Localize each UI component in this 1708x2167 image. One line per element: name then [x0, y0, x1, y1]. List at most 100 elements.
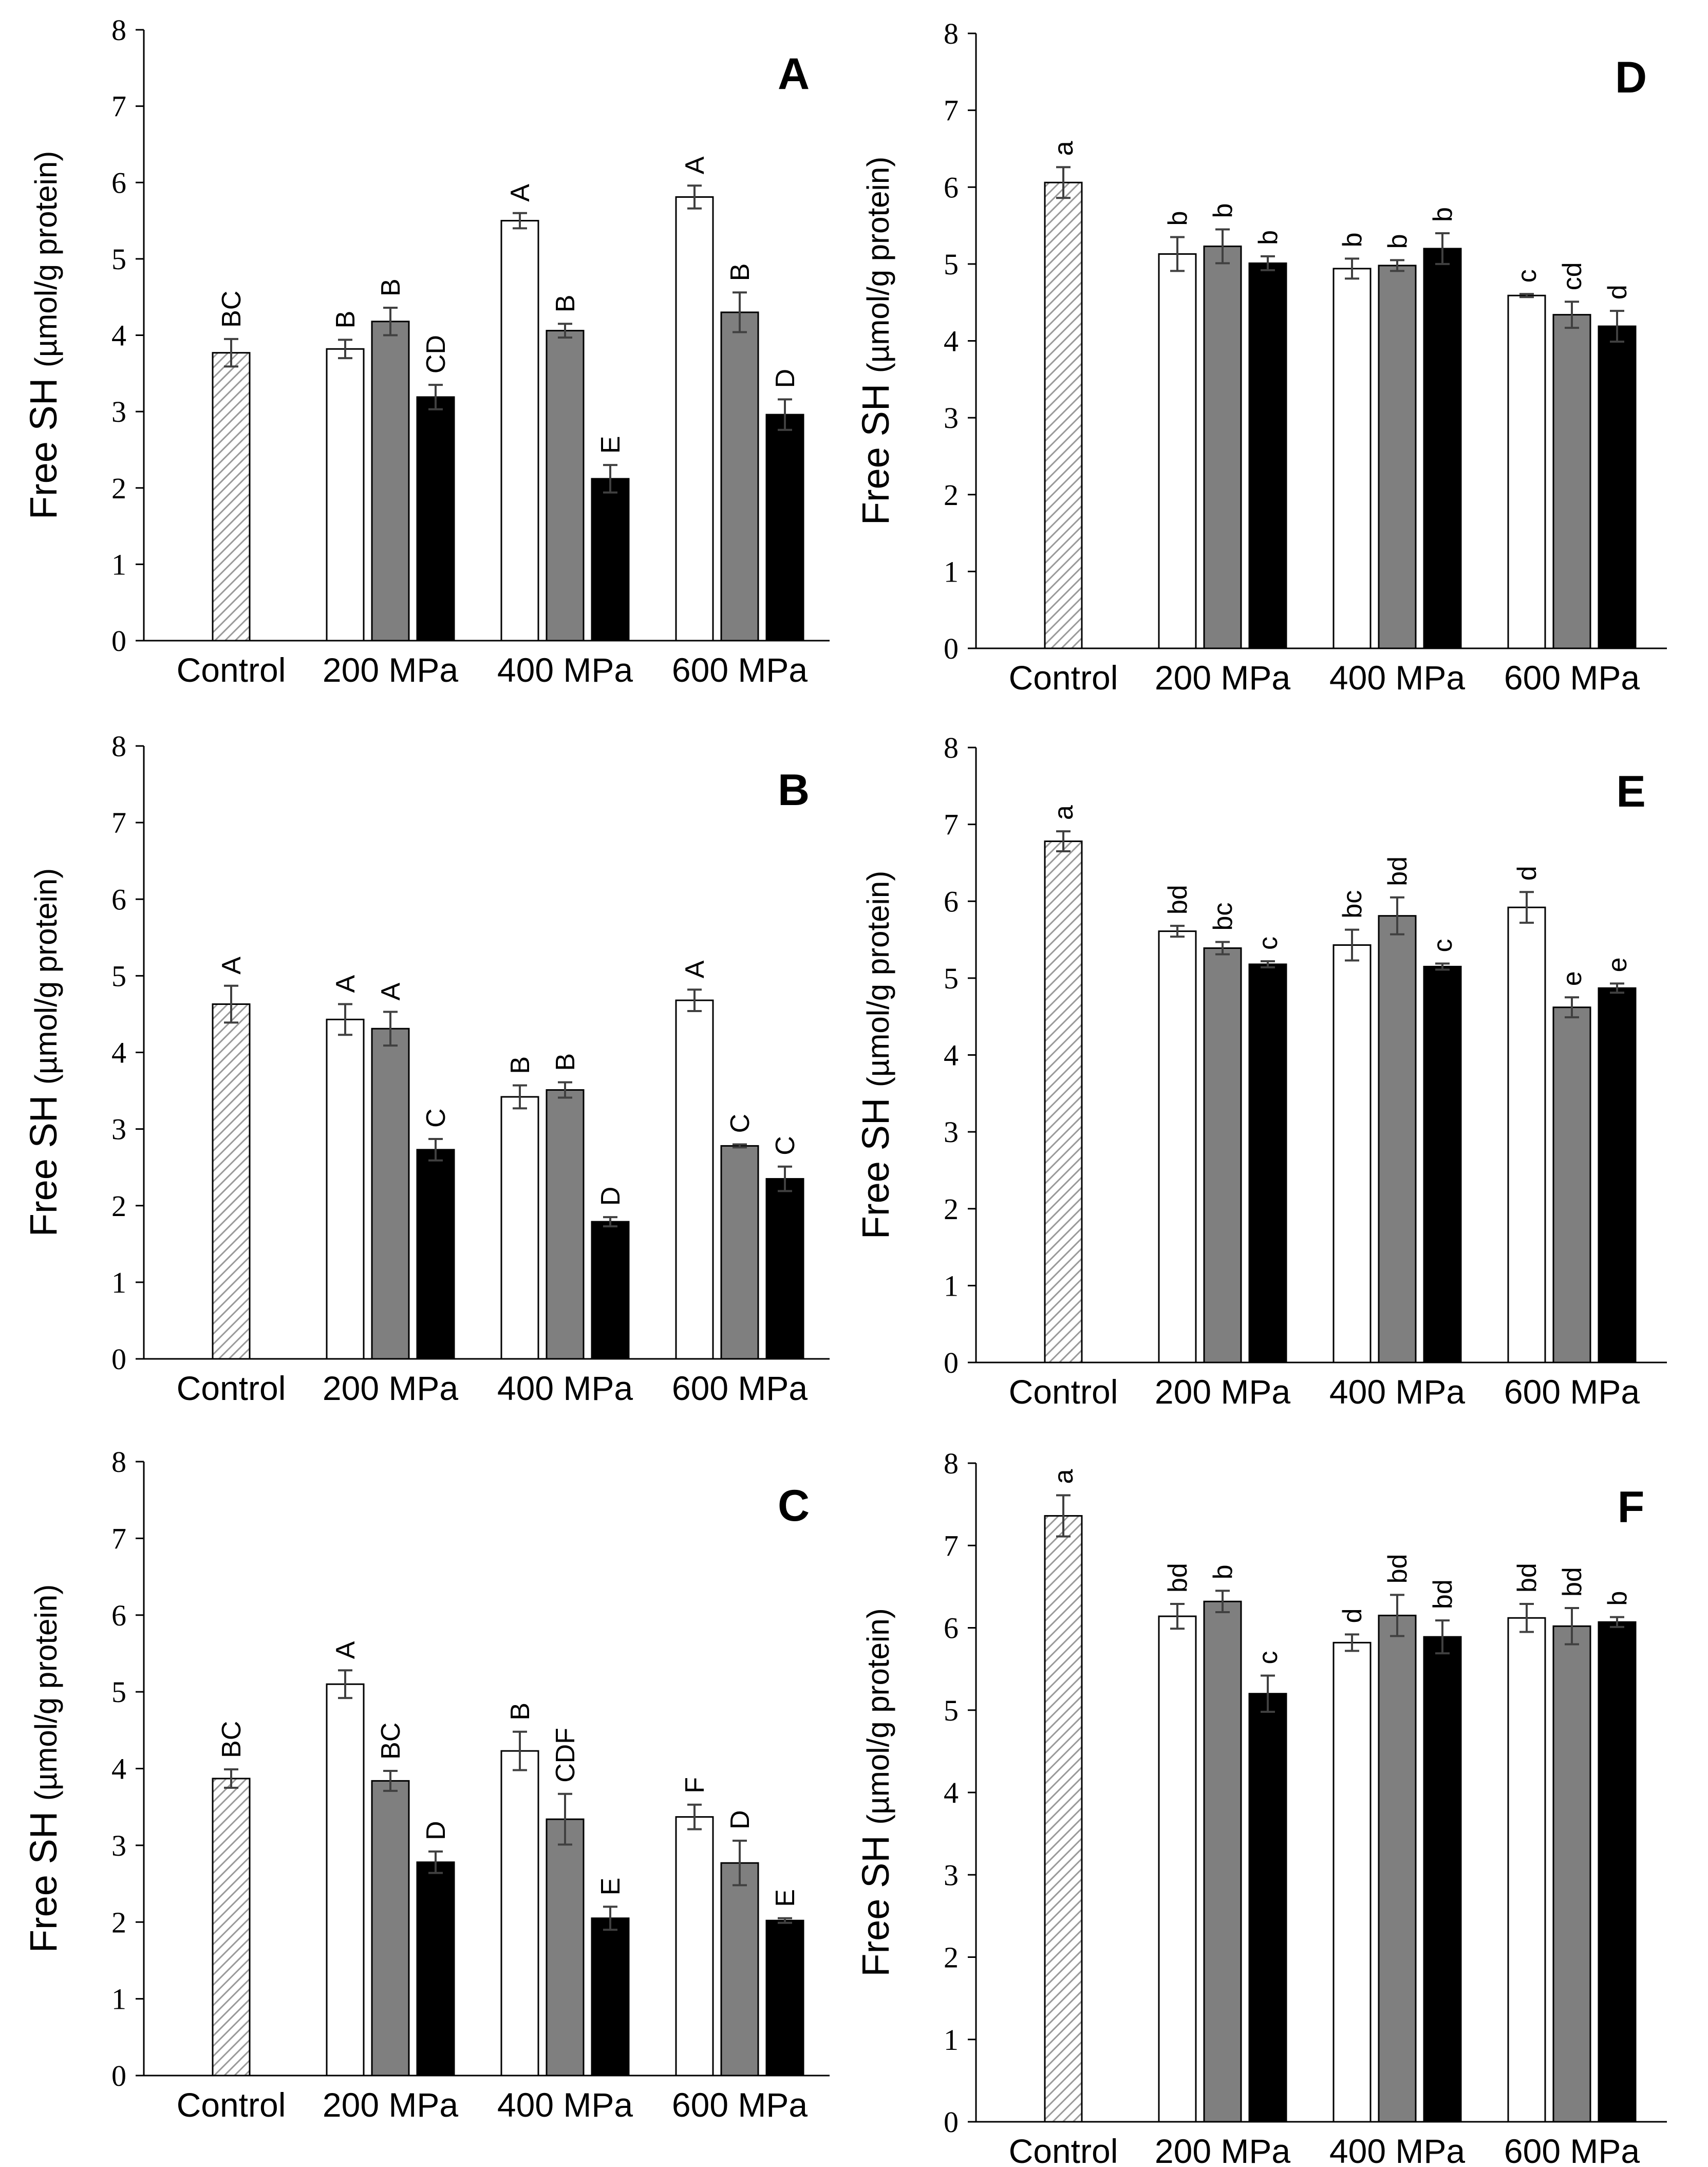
- bar-black: [1248, 262, 1287, 649]
- bar-gray: [1203, 947, 1242, 1363]
- y-tick-label: 0: [944, 1346, 959, 1379]
- panel-b: 0 1 2 3 4 5 6 7 8 Free SH (µmol/g protein) B Contro…: [22, 730, 830, 1407]
- panel-letter: D: [1615, 53, 1647, 102]
- bar-gray: [1378, 265, 1417, 649]
- category-label: Control: [177, 2086, 286, 2124]
- y-axis-title: Free SH (µmol/g protein): [854, 871, 897, 1239]
- error-bar: [1215, 228, 1230, 265]
- error-bar: [1390, 896, 1404, 936]
- error-bar: [603, 1216, 617, 1228]
- significance-label: bc: [1338, 890, 1367, 919]
- y-tick-label: 5: [111, 959, 126, 993]
- significance-label: E: [596, 1878, 626, 1896]
- error-bar: [428, 1138, 443, 1162]
- error-bar: [1435, 232, 1450, 265]
- y-tick-label: 6: [111, 166, 126, 199]
- bar-black: [1423, 248, 1462, 649]
- category-label: Control: [177, 1369, 286, 1407]
- error-bar: [1056, 1494, 1071, 1538]
- error-bar: [338, 339, 352, 360]
- significance-label: a: [1049, 141, 1079, 156]
- y-tick-label: 3: [944, 1115, 959, 1149]
- error-bar: [1345, 1633, 1359, 1652]
- category-label: 400 MPa: [497, 1369, 633, 1407]
- y-tick-label: 4: [944, 1776, 959, 1809]
- bar-white: [675, 196, 714, 642]
- category-label: 600 MPa: [672, 651, 808, 689]
- y-axis-title-unit: (µmol/g protein): [861, 871, 895, 1087]
- bar-gray: [371, 321, 410, 642]
- bar-white: [1507, 294, 1546, 649]
- panel-e: 0 1 2 3 4 5 6 7 8 Free SH (µmol/g protein) E Contro…: [854, 731, 1667, 1411]
- y-tick-label: 4: [111, 1752, 126, 1786]
- bar-gray: [546, 1089, 585, 1360]
- y-axis-title: Free SH (µmol/g protein): [22, 151, 65, 519]
- y-tick-label: 6: [111, 1599, 126, 1632]
- y-axis-title-main: Free SH: [854, 1087, 897, 1239]
- y-tick-label: 3: [111, 395, 126, 428]
- bar-gray: [1552, 1006, 1591, 1363]
- bar-white: [675, 1816, 714, 2077]
- error-bar: [733, 1143, 747, 1149]
- significance-label: C: [421, 1108, 451, 1128]
- y-tick-label: 3: [944, 401, 959, 435]
- significance-label: BC: [376, 1723, 406, 1760]
- error-bar: [687, 988, 702, 1012]
- y-axis-title: Free SH (µmol/g protein): [854, 1608, 897, 1976]
- significance-label: A: [217, 957, 247, 975]
- y-axis-title-main: Free SH: [854, 1825, 897, 1977]
- significance-label: A: [680, 960, 710, 978]
- error-bar: [338, 1669, 352, 1699]
- bar-white: [500, 1750, 539, 2077]
- error-bar: [733, 291, 747, 333]
- error-bar: [558, 1081, 572, 1099]
- error-bar: [1390, 259, 1404, 272]
- category-label: Control: [1009, 659, 1118, 697]
- significance-label: E: [771, 1889, 800, 1907]
- y-tick-label: 7: [111, 806, 126, 839]
- bar-control: [212, 352, 251, 642]
- panel-f: 0 1 2 3 4 5 6 7 8 Free SH (µmol/g protein) F Contro…: [854, 1447, 1667, 2167]
- bar-white: [1507, 1617, 1546, 2123]
- category-label: Control: [1009, 1373, 1118, 1411]
- significance-label: bd: [1163, 1563, 1193, 1593]
- error-bar: [338, 1003, 352, 1036]
- bar-white: [500, 1096, 539, 1360]
- y-axis-title-unit: (µmol/g protein): [861, 157, 895, 373]
- y-axis-title-unit: (µmol/g protein): [861, 1608, 895, 1824]
- panel-letter: A: [778, 49, 810, 99]
- significance-label: b: [1603, 1591, 1632, 1606]
- bar-gray: [1378, 915, 1417, 1363]
- category-label: 600 MPa: [672, 2086, 808, 2124]
- bar-white: [326, 1018, 365, 1360]
- bar-black: [1423, 1636, 1462, 2123]
- y-tick-label: 8: [111, 730, 126, 763]
- y-tick-label: 6: [944, 171, 959, 204]
- significance-label: F: [680, 1777, 710, 1794]
- y-tick-label: 1: [944, 555, 959, 588]
- y-tick-label: 0: [944, 2105, 959, 2139]
- bar-black: [591, 1917, 630, 2077]
- y-tick-label: 6: [944, 1612, 959, 1645]
- error-bar: [1565, 301, 1579, 329]
- y-axis-title-unit: (µmol/g protein): [29, 151, 63, 367]
- significance-label: BC: [217, 1721, 247, 1758]
- significance-label: c: [1253, 1651, 1283, 1664]
- error-bar: [1390, 1594, 1404, 1637]
- y-axis-title-main: Free SH: [854, 373, 897, 525]
- error-bar: [1261, 960, 1275, 968]
- y-tick-label: 6: [944, 885, 959, 918]
- bar-white: [1507, 906, 1546, 1363]
- bar-control: [1044, 1515, 1083, 2123]
- category-label: 400 MPa: [497, 2086, 633, 2124]
- error-bar: [1435, 962, 1450, 971]
- error-bar: [1435, 1619, 1450, 1655]
- y-tick-label: 5: [944, 248, 959, 281]
- panel-a: 0 1 2 3 4 5 6 7 8 Free SH (µmol/g protein) A Contro…: [22, 13, 830, 689]
- significance-label: b: [1383, 234, 1413, 249]
- bar-white: [1158, 253, 1197, 649]
- error-bar: [778, 1165, 792, 1192]
- y-tick-label: 5: [944, 962, 959, 995]
- category-label: 600 MPa: [1504, 2132, 1640, 2167]
- y-tick-label: 1: [111, 1266, 126, 1299]
